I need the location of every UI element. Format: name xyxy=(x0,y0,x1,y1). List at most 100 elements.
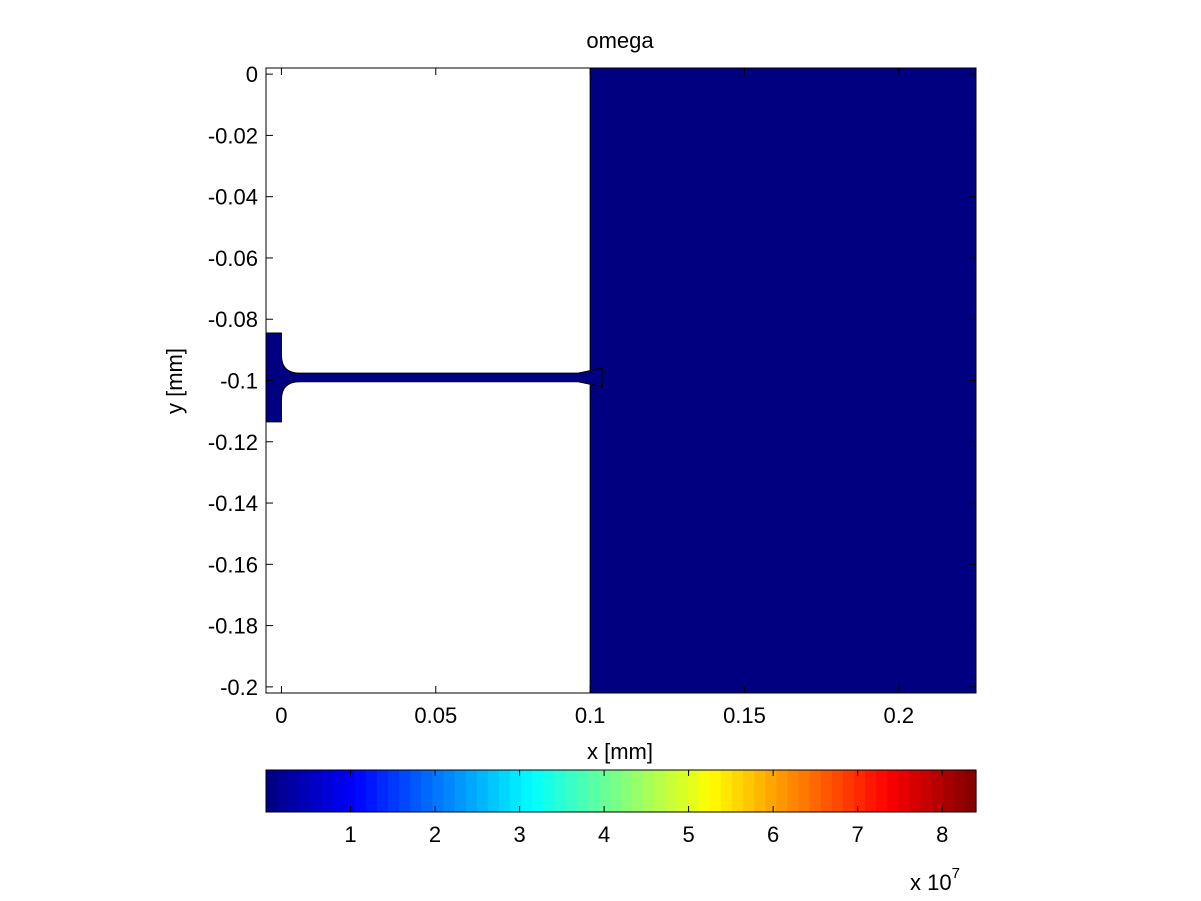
y-axis-label: y [mm] xyxy=(162,348,187,414)
colorbar-cell xyxy=(587,770,600,812)
y-tick-label: -0.08 xyxy=(208,307,258,332)
colorbar-cell xyxy=(521,770,533,812)
colorbar-cell xyxy=(643,770,655,812)
colorbar-cell xyxy=(953,770,966,812)
colorbar-tick-label: 8 xyxy=(936,822,948,847)
y-tick-label: -0.12 xyxy=(208,430,258,455)
colorbar-cell xyxy=(776,770,789,812)
colorbar-cell xyxy=(865,770,877,812)
y-tick-label: -0.06 xyxy=(208,246,258,271)
colorbar-cell xyxy=(388,770,400,812)
colorbar-cell xyxy=(731,770,744,812)
colorbar-cell xyxy=(343,770,356,812)
colorbar-cell xyxy=(931,770,944,812)
colorbar-cell xyxy=(399,770,411,812)
colorbar-cell xyxy=(365,770,378,812)
region-inlet-channel xyxy=(265,332,603,423)
colorbar-cell xyxy=(853,770,866,812)
y-tick-label: -0.14 xyxy=(208,491,258,516)
colorbar-tick-label: 7 xyxy=(852,822,864,847)
colorbar-cell xyxy=(288,770,300,812)
colorbar-cell xyxy=(698,770,711,812)
colorbar-cell xyxy=(621,770,633,812)
colorbar-cell xyxy=(743,770,755,812)
colorbar-multiplier-base: x 10 xyxy=(910,870,952,895)
colorbar-cell xyxy=(754,770,766,812)
colorbar-cell xyxy=(654,770,666,812)
y-tick-label: -0.04 xyxy=(208,185,258,210)
colorbar-cell xyxy=(720,770,733,812)
colorbar-frame xyxy=(265,769,977,813)
colorbar-cell xyxy=(432,770,445,812)
y-tick-label: -0.2 xyxy=(220,675,258,700)
colorbar-cell xyxy=(532,770,544,812)
colorbar-cell xyxy=(310,770,323,812)
colorbar-cell xyxy=(354,770,367,812)
colorbar-cell xyxy=(920,770,933,812)
y-axis-ticks: 0 -0.02 -0.04 -0.06 -0.08 -0.1 -0.12 -0.14 -0.16… xyxy=(208,62,976,700)
y-tick-label: -0.16 xyxy=(208,552,258,577)
x-axis-ticks: 0 0.05 0.1 0.15 0.2 xyxy=(275,68,914,728)
colorbar-cell xyxy=(665,770,678,812)
region-right-block xyxy=(589,67,977,694)
colorbar-cell xyxy=(498,770,511,812)
colorbar-cell xyxy=(487,770,500,812)
colorbar-cell xyxy=(964,770,977,812)
colorbar-cell xyxy=(510,770,522,812)
colorbar-cell xyxy=(266,770,278,812)
colorbar-multiplier: x 107 xyxy=(910,865,960,895)
y-tick-label: -0.1 xyxy=(220,369,258,394)
colorbar-cell xyxy=(632,770,644,812)
colorbar-tick-label: 5 xyxy=(682,822,694,847)
colorbar-tick-label: 4 xyxy=(598,822,610,847)
colorbar-cell xyxy=(299,770,311,812)
colorbar-cell xyxy=(598,770,611,812)
x-tick-label: 0 xyxy=(275,703,287,728)
plot-area: 0 0.05 0.1 0.15 0.2 0 -0.02 -0.04 -0.06 -0.08 -0.… xyxy=(208,62,977,728)
colorbar-cell xyxy=(909,770,922,812)
colorbar-tick-label: 6 xyxy=(767,822,779,847)
colorbar-cell xyxy=(876,770,888,812)
colorbar-multiplier-exponent: 7 xyxy=(952,865,960,882)
colorbar-cell xyxy=(842,770,855,812)
colorbar-ticks: 1 2 3 4 5 6 7 8 xyxy=(344,770,948,847)
y-tick-label: -0.02 xyxy=(208,123,258,148)
colorbar-gradient xyxy=(266,770,977,812)
colorbar-tick-label: 3 xyxy=(513,822,525,847)
colorbar-cell xyxy=(576,770,589,812)
colorbar-cell xyxy=(465,770,478,812)
colorbar-cell xyxy=(676,770,689,812)
x-axis-label: x [mm] xyxy=(587,739,653,764)
colorbar-cell xyxy=(687,770,700,812)
colorbar-cell xyxy=(787,770,800,812)
colorbar-cell xyxy=(332,770,345,812)
colorbar-cell xyxy=(898,770,911,812)
colorbar-cell xyxy=(942,770,955,812)
colorbar-cell xyxy=(709,770,722,812)
colorbar-cell xyxy=(543,770,556,812)
colorbar-cell xyxy=(454,770,467,812)
x-tick-label: 0.15 xyxy=(723,703,766,728)
colorbar-cell xyxy=(798,770,811,812)
y-tick-label: 0 xyxy=(246,62,258,87)
colorbar-cell xyxy=(809,770,822,812)
colorbar-cell xyxy=(421,770,434,812)
colorbar-cell xyxy=(887,770,899,812)
colorbar-cell xyxy=(443,770,456,812)
colorbar-tick-label: 2 xyxy=(429,822,441,847)
colorbar-cell xyxy=(476,770,489,812)
x-tick-label: 0.1 xyxy=(575,703,606,728)
colorbar-cell xyxy=(609,770,622,812)
colorbar-cell xyxy=(277,770,289,812)
regions-layer xyxy=(265,67,977,694)
colorbar-cell xyxy=(565,770,578,812)
colorbar-cell xyxy=(376,770,389,812)
x-tick-label: 0.2 xyxy=(884,703,915,728)
colorbar-cell xyxy=(321,770,334,812)
colorbar-cell xyxy=(554,770,567,812)
colorbar-cell xyxy=(831,770,844,812)
chart-title: omega xyxy=(586,28,654,53)
x-tick-label: 0.05 xyxy=(414,703,457,728)
